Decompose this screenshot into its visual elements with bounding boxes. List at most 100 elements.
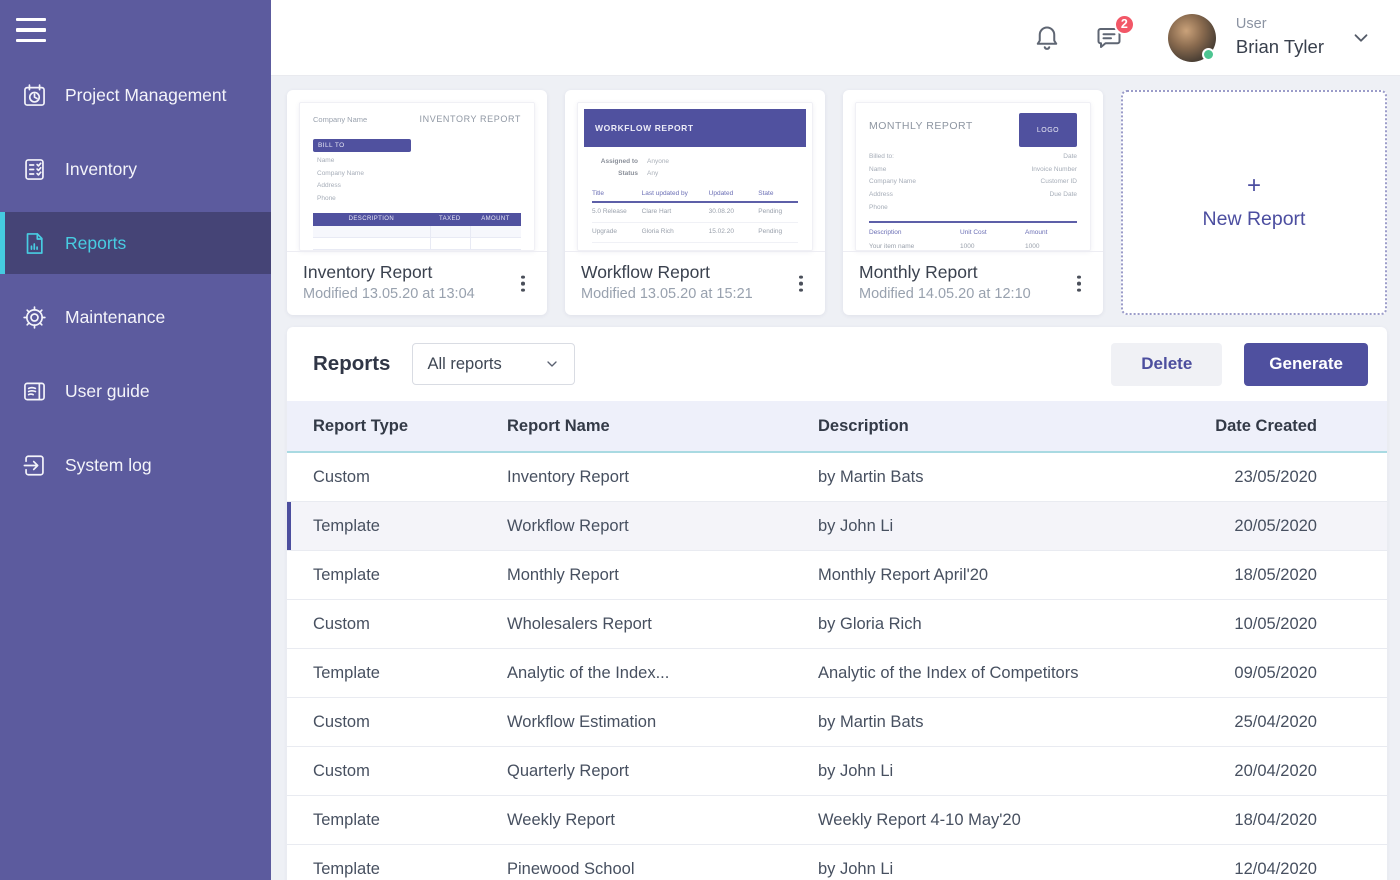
thumb-column-header: Amount xyxy=(1025,229,1048,237)
thumb1-lines: Name Company Name Address Phone xyxy=(317,155,521,206)
report-filter-value: All reports xyxy=(427,354,502,373)
panel-title: Reports xyxy=(313,352,391,375)
thumb-field-label: Assigned to xyxy=(600,158,638,165)
thumb-field: Status Any xyxy=(598,168,812,180)
thumb-title: INVENTORY REPORT xyxy=(419,114,521,124)
thumb-table-cell: Gloria Rich xyxy=(641,228,674,236)
thumb-line: Company Name xyxy=(317,169,364,177)
table-row[interactable]: Template Workflow Report by John Li 20/05/2… xyxy=(287,502,1387,551)
thumb-line: Customer ID xyxy=(1040,178,1077,186)
thumb-line: Billed to: xyxy=(869,153,894,160)
sidebar-item-system-log[interactable]: System log xyxy=(0,434,271,496)
sidebar-item-project-management[interactable]: Project Management xyxy=(0,64,271,126)
column-header: Report Name xyxy=(507,416,610,435)
card-title: Inventory Report xyxy=(303,262,433,282)
monthly-report-thumbnail: MONTHLY REPORT LOGO Billed to: Name Compan… xyxy=(855,102,1091,251)
reports-toolbar: Reports All reports Delete Generate xyxy=(287,327,1387,401)
thumb2-table-head: Title Last updated by Updated State xyxy=(592,190,798,204)
report-card-workflow[interactable]: WORKFLOW REPORT Assigned to Anyone Status A… xyxy=(565,90,825,315)
thumb-table-cell xyxy=(429,249,470,250)
table-row[interactable]: Custom Wholesalers Report by Gloria Rich 10… xyxy=(287,600,1387,649)
cell-report-type: Template xyxy=(313,663,380,682)
cell-date-created: 20/05/2020 xyxy=(1234,516,1317,535)
table-row[interactable]: Template Pinewood School by John Li 12/04/2… xyxy=(287,845,1387,880)
messages-chat-icon[interactable]: 2 xyxy=(1094,13,1135,53)
thumb-column-header: DESCRIPTION xyxy=(348,216,395,223)
thumb-title: MONTHLY REPORT xyxy=(869,120,973,132)
cell-report-name: Wholesalers Report xyxy=(507,614,652,633)
user-name-label: Brian Tyler xyxy=(1235,35,1324,57)
sidebar-item-reports[interactable]: Reports xyxy=(0,212,271,274)
report-card-inventory[interactable]: Company Name INVENTORY REPORT BILL TO Na… xyxy=(287,90,547,315)
plus-icon: + xyxy=(1246,172,1261,199)
table-row[interactable]: Custom Quarterly Report by John Li 20/04/20… xyxy=(287,747,1387,796)
new-report-button[interactable]: + New Report xyxy=(1121,90,1387,315)
cell-description: by John Li xyxy=(818,761,894,780)
thumb-table-cell xyxy=(469,237,521,249)
user-menu-chevron-down-icon[interactable] xyxy=(1350,27,1372,49)
card-footer: Inventory Report Modified 13.05.20 at 13… xyxy=(287,251,547,315)
thumb-table-cell xyxy=(469,225,521,237)
table-row[interactable]: Template Weekly Report Weekly Report 4-10 … xyxy=(287,796,1387,845)
cell-report-type: Template xyxy=(313,859,380,878)
table-row[interactable]: Custom Inventory Report by Martin Bats 23/0… xyxy=(287,453,1387,502)
topbar: 2 User Brian Tyler xyxy=(271,0,1400,76)
report-card-monthly[interactable]: MONTHLY REPORT LOGO Billed to: Name Compan… xyxy=(843,90,1103,315)
thumb-table-cell: 1000 xyxy=(960,243,975,251)
thumb-item-name: Your item nameItem description xyxy=(869,243,915,251)
card-title: Monthly Report xyxy=(859,262,978,282)
cell-report-name: Workflow Report xyxy=(507,516,629,535)
cell-report-name: Workflow Estimation xyxy=(507,712,657,731)
sidebar-item-label: Maintenance xyxy=(65,306,166,327)
card-modified: Modified 13.05.20 at 15:21 xyxy=(581,286,753,302)
log-arrow-icon xyxy=(21,452,48,479)
thumb-line: Invoice Number xyxy=(1031,165,1077,173)
thumb1-table-body xyxy=(313,225,521,250)
cell-date-created: 10/05/2020 xyxy=(1234,614,1317,633)
card-kebab-menu-icon[interactable] xyxy=(795,271,807,296)
card-kebab-menu-icon[interactable] xyxy=(1073,271,1085,296)
cell-date-created: 18/04/2020 xyxy=(1234,810,1317,829)
thumb-line: Due Date xyxy=(1049,191,1077,199)
sidebar-item-inventory[interactable]: Inventory xyxy=(0,138,271,200)
delete-button[interactable]: Delete xyxy=(1111,342,1223,386)
chevron-down-icon xyxy=(544,356,560,372)
card-modified: Modified 13.05.20 at 13:04 xyxy=(303,286,475,302)
cell-description: by Martin Bats xyxy=(818,712,924,731)
thumb-line: Address xyxy=(869,191,893,199)
thumb3-table-row: Your item nameItem description 1000 1000 xyxy=(869,243,1077,251)
card-footer: Monthly Report Modified 14.05.20 at 12:1… xyxy=(843,251,1103,315)
thumb-table-cell: 15.02.20 xyxy=(708,228,734,236)
cell-report-name: Pinewood School xyxy=(507,859,635,878)
cell-report-name: Quarterly Report xyxy=(507,761,629,780)
generate-button[interactable]: Generate xyxy=(1244,342,1368,386)
thumb-table-cell xyxy=(313,226,430,237)
table-row[interactable]: Template Analytic of the Index... Analytic… xyxy=(287,649,1387,698)
thumb-table-row xyxy=(313,249,521,250)
column-header: Report Type xyxy=(313,416,409,435)
hamburger-menu-icon[interactable] xyxy=(16,18,46,42)
cell-description: Analytic of the Index of Competitors xyxy=(818,663,1079,682)
checklist-icon xyxy=(21,156,48,183)
avatar[interactable] xyxy=(1167,13,1216,62)
main-content: Company Name INVENTORY REPORT BILL TO Na… xyxy=(271,76,1400,880)
thumb-column-header: Updated xyxy=(708,190,734,198)
report-filter-dropdown[interactable]: All reports xyxy=(412,343,576,385)
thumb-company-name: Company Name xyxy=(313,115,368,124)
thumb2-table: Title Last updated by Updated State 5.0 Rel… xyxy=(592,190,798,244)
thumb-table-row: Upgrade Gloria Rich 15.02.20 Pending xyxy=(592,223,798,244)
notifications-bell-icon[interactable] xyxy=(1032,23,1062,53)
sidebar-item-user-guide[interactable]: User guide xyxy=(0,360,271,422)
table-row[interactable]: Custom Workflow Estimation by Martin Bats 2… xyxy=(287,698,1387,747)
card-title: Workflow Report xyxy=(581,262,711,282)
book-icon xyxy=(21,378,48,405)
thumb-bill-to: BILL TO xyxy=(313,139,411,152)
thumb-table-cell xyxy=(469,249,521,250)
thumb-table-cell: 1000 xyxy=(1025,243,1040,251)
new-report-label: New Report xyxy=(1202,208,1306,230)
sidebar-item-maintenance[interactable]: Maintenance xyxy=(0,286,271,348)
table-row[interactable]: Template Monthly Report Monthly Report Apr… xyxy=(287,551,1387,600)
thumb-line: Address xyxy=(317,182,341,190)
card-kebab-menu-icon[interactable] xyxy=(517,271,529,296)
cell-description: Weekly Report 4-10 May'20 xyxy=(818,810,1021,829)
